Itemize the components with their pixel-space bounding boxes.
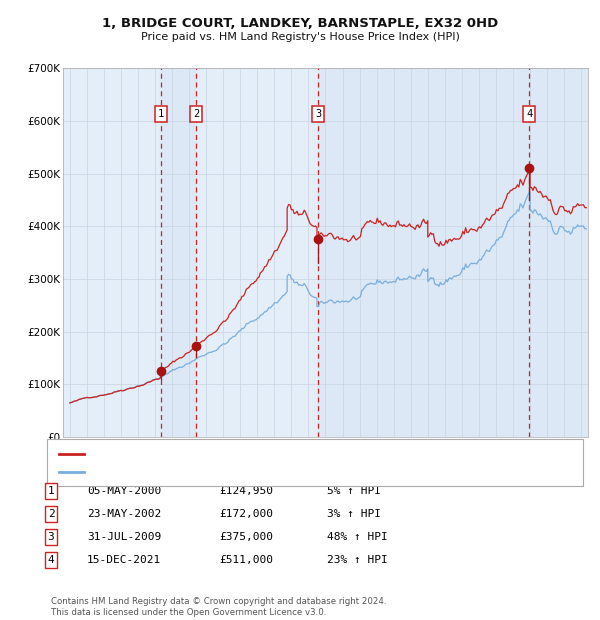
Text: 5% ↑ HPI: 5% ↑ HPI xyxy=(327,486,381,496)
Text: 1, BRIDGE COURT, LANDKEY, BARNSTAPLE, EX32 0HD (detached house): 1, BRIDGE COURT, LANDKEY, BARNSTAPLE, EX… xyxy=(91,449,444,459)
Text: £375,000: £375,000 xyxy=(219,532,273,542)
Text: 4: 4 xyxy=(47,555,55,565)
Bar xyxy=(319,68,588,437)
Text: 31-JUL-2009: 31-JUL-2009 xyxy=(87,532,161,542)
Text: 1: 1 xyxy=(158,109,164,119)
Text: 1: 1 xyxy=(47,486,55,496)
Text: £172,000: £172,000 xyxy=(219,509,273,519)
Text: £124,950: £124,950 xyxy=(219,486,273,496)
Text: 3% ↑ HPI: 3% ↑ HPI xyxy=(327,509,381,519)
Text: 2: 2 xyxy=(47,509,55,519)
Text: Price paid vs. HM Land Registry's House Price Index (HPI): Price paid vs. HM Land Registry's House … xyxy=(140,32,460,42)
Text: 23-MAY-2002: 23-MAY-2002 xyxy=(87,509,161,519)
Text: HPI: Average price, detached house, North Devon: HPI: Average price, detached house, Nort… xyxy=(91,467,334,477)
Text: 23% ↑ HPI: 23% ↑ HPI xyxy=(327,555,388,565)
Text: 05-MAY-2000: 05-MAY-2000 xyxy=(87,486,161,496)
Text: 48% ↑ HPI: 48% ↑ HPI xyxy=(327,532,388,542)
Text: 1, BRIDGE COURT, LANDKEY, BARNSTAPLE, EX32 0HD: 1, BRIDGE COURT, LANDKEY, BARNSTAPLE, EX… xyxy=(102,17,498,30)
Text: 3: 3 xyxy=(315,109,322,119)
Bar xyxy=(161,68,196,437)
Text: 2: 2 xyxy=(193,109,199,119)
Text: 3: 3 xyxy=(47,532,55,542)
Text: Contains HM Land Registry data © Crown copyright and database right 2024.
This d: Contains HM Land Registry data © Crown c… xyxy=(51,598,386,617)
Text: 4: 4 xyxy=(526,109,532,119)
Text: 15-DEC-2021: 15-DEC-2021 xyxy=(87,555,161,565)
Text: £511,000: £511,000 xyxy=(219,555,273,565)
